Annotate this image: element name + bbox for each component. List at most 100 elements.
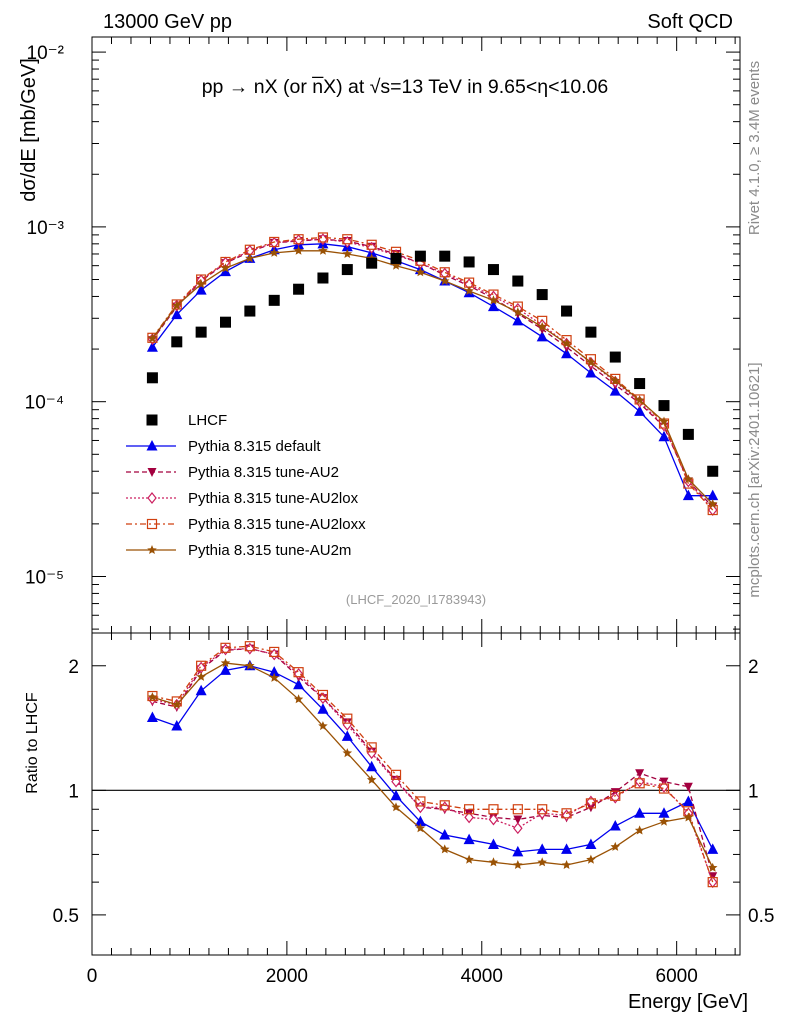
ratio-point (463, 833, 475, 845)
legend-marker (146, 414, 158, 426)
ratio-point (342, 748, 353, 758)
data-point (414, 250, 426, 262)
ratio-line (152, 665, 714, 853)
ratio-point (318, 692, 328, 705)
ratio-point (634, 778, 645, 789)
data-point (268, 294, 280, 306)
data-point (415, 267, 426, 277)
header-collision-label: 13000 GeV pp (103, 11, 232, 33)
data-point (293, 245, 304, 255)
ratio-point (561, 808, 572, 819)
ratio-point (464, 854, 474, 864)
data-point (244, 305, 256, 317)
ratio-point (220, 658, 231, 668)
data-point (440, 276, 450, 286)
ratio-tick-label: 1 (68, 781, 79, 802)
mcplots-label: mcplots.cern.ch [arXiv:2401.10621] (746, 362, 763, 597)
data-point (488, 295, 499, 305)
data-point (171, 299, 182, 310)
data-point (708, 499, 718, 508)
ratio-point (366, 774, 377, 784)
ratio-point (586, 854, 596, 864)
ratio-point (683, 812, 694, 822)
ratio-point (196, 660, 207, 671)
data-point (561, 338, 572, 348)
legend-label: Pythia 8.315 default (188, 438, 321, 455)
ratio-point (269, 672, 279, 682)
legend-label: Pythia 8.315 tune-AU2lox (188, 490, 359, 507)
ratio-point (341, 730, 353, 741)
data-point (537, 321, 547, 331)
ratio-point (610, 790, 621, 801)
data-point (682, 489, 694, 501)
ratio-point (245, 660, 255, 670)
data-point (146, 372, 158, 384)
ratio-point (513, 815, 523, 825)
series-line (151, 250, 714, 505)
ratio-plot-panel: 0 2000 4000 6000 0.5 0.5 1 1 2 2 Ratio to LHCF (24, 632, 774, 987)
legend-entry: Pythia 8.315 tune-AU2 (126, 464, 339, 481)
ratio-series-pythia-8-315-tune-au2 (147, 644, 718, 882)
data-point (463, 256, 475, 268)
ratio-point (391, 802, 401, 812)
ratio-point (146, 711, 158, 722)
ratio-point (219, 664, 231, 675)
main-plot-panel: 10⁻⁵ 10⁻⁴ 10⁻³ 10⁻² pp → nX (or n̅X) at √s=… (18, 36, 741, 634)
legend-label: Pythia 8.315 tune-AU2 (188, 464, 339, 481)
ratio-point (585, 838, 597, 849)
ratio-point (318, 721, 328, 731)
data-point (586, 357, 596, 367)
ratio-point (634, 775, 645, 788)
legend-marker (147, 492, 157, 504)
ratio-tick-label-right: 1 (748, 781, 759, 802)
x-tick-label: 0 (87, 966, 98, 987)
ratio-point (390, 769, 402, 780)
ratio-point (488, 857, 499, 867)
ratio-point (513, 860, 523, 869)
data-point (609, 385, 621, 396)
ratio-point (634, 807, 646, 818)
data-point (342, 249, 353, 258)
analysis-tag: (LHCF_2020_I1783943) (346, 592, 486, 607)
ratio-line (152, 645, 714, 883)
ratio-line (152, 662, 714, 868)
y-tick-label: 10⁻⁴ (25, 393, 64, 414)
ratio-point (537, 857, 547, 867)
data-point (342, 234, 353, 245)
ratio-point (512, 804, 523, 815)
data-point (610, 373, 621, 385)
data-point (634, 378, 646, 390)
legend-entry: Pythia 8.315 default (126, 438, 321, 455)
data-point (269, 236, 280, 248)
header-category-label: Soft QCD (647, 11, 733, 33)
legend-entry: LHCF (146, 412, 227, 429)
ratio-point (609, 819, 621, 831)
ratio-point (707, 843, 719, 854)
data-point (366, 241, 377, 254)
ratio-point (342, 713, 353, 724)
ratio-point (537, 804, 548, 815)
ratio-point (220, 642, 231, 653)
ratio-point (317, 703, 329, 714)
data-point (341, 264, 353, 276)
legend-marker (146, 440, 158, 451)
data-point (682, 428, 694, 440)
ratio-series-pythia-8-315-tune-au2lox (147, 642, 718, 889)
ratio-series-pythia-8-315-default (146, 659, 719, 857)
ratio-tick-label: 0.5 (53, 906, 79, 927)
x-tick-label: 6000 (656, 966, 698, 987)
y-tick-label: 10⁻⁵ (25, 567, 64, 588)
ratio-point (171, 720, 183, 731)
data-point (634, 395, 645, 405)
data-point (561, 305, 573, 317)
ratio-point (488, 804, 499, 815)
ratio-point (488, 813, 499, 826)
ratio-point (147, 692, 158, 702)
data-point (512, 275, 524, 287)
data-point (219, 265, 231, 277)
data-point (245, 253, 255, 263)
data-point (487, 300, 499, 312)
ratio-point (682, 795, 694, 806)
legend-marker (147, 545, 157, 554)
data-point (561, 347, 573, 359)
